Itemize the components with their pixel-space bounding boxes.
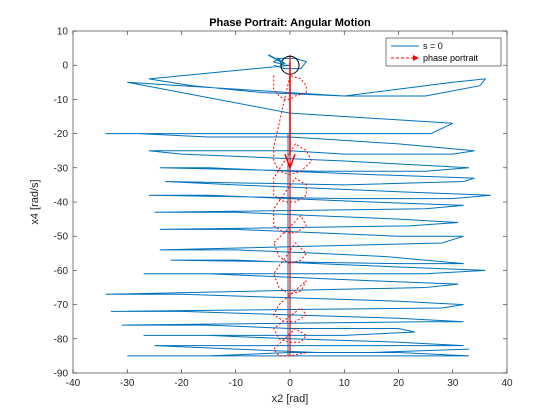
legend-label-portrait: phase portrait <box>423 53 479 63</box>
x-tick-label: 0 <box>287 378 293 389</box>
y-tick-label: -40 <box>54 198 69 209</box>
x-tick-label: -10 <box>229 378 244 389</box>
x-tick-label: 40 <box>501 378 513 389</box>
y-tick-label: -70 <box>54 300 69 311</box>
approach-arrow-head-icon <box>276 57 287 65</box>
legend-label-trajectory: s = 0 <box>423 41 443 51</box>
x-tick-label: -30 <box>120 378 135 389</box>
x-tick-label: 20 <box>393 378 405 389</box>
y-axis-label: x4 [rad/s] <box>29 179 41 224</box>
y-tick-label: -60 <box>54 266 69 277</box>
y-tick-label: -90 <box>54 369 69 380</box>
legend: s = 0 phase portrait <box>385 37 502 67</box>
y-tick-label: -80 <box>54 334 69 345</box>
series-layer <box>105 57 491 357</box>
y-tick-label: -20 <box>54 129 69 140</box>
y-tick-label: -50 <box>54 232 69 243</box>
trajectory-line <box>105 57 491 357</box>
x-tick-label: 10 <box>339 378 351 389</box>
legend-arrow-icon <box>413 55 419 61</box>
annotation-layer <box>267 54 300 356</box>
tick-layer: -40 -30 -20 -10 0 10 20 30 40 -90 -80 -70 -60 -50 -40 -… <box>54 27 513 390</box>
y-tick-label: -10 <box>54 95 69 106</box>
y-tick-label: 10 <box>57 27 69 38</box>
x-axis-label: x2 [rad] <box>272 393 309 405</box>
y-tick-label: 0 <box>62 61 68 72</box>
x-tick-label: 30 <box>447 378 459 389</box>
x-tick-label: -40 <box>66 378 81 389</box>
x-tick-label: -20 <box>174 378 189 389</box>
y-tick-label: -30 <box>54 163 69 174</box>
chart-title: Phase Portrait: Angular Motion <box>209 17 371 29</box>
legend-box <box>385 37 502 67</box>
portrait-arrow-head-icon <box>284 153 296 170</box>
